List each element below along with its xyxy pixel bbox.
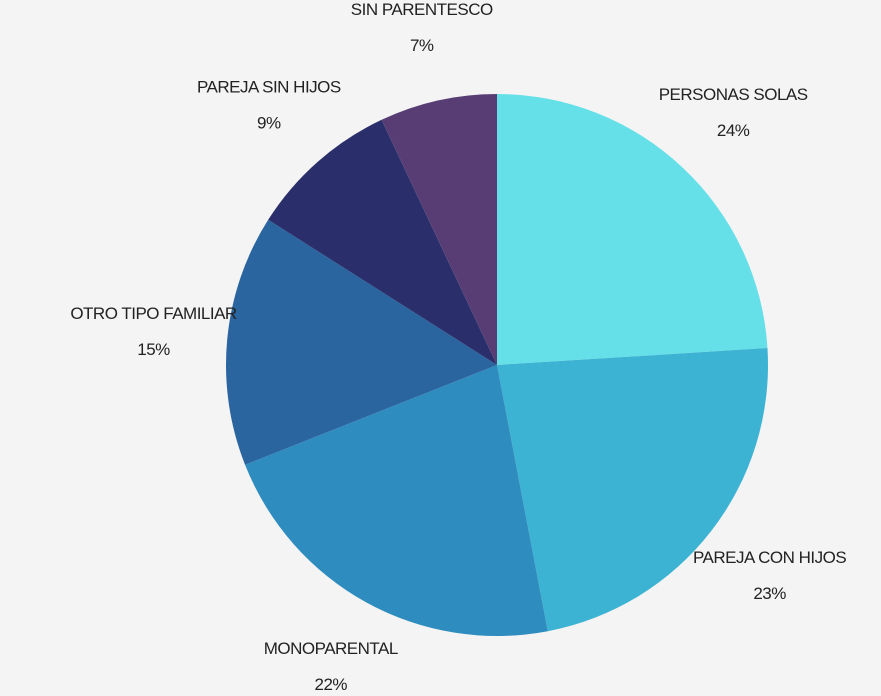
slice-label: SIN PARENTESCO bbox=[351, 0, 493, 19]
slice-value-label: 7% bbox=[410, 36, 434, 55]
slice-label: PAREJA CON HIJOS bbox=[693, 548, 846, 567]
slice-value-label: 24% bbox=[717, 121, 750, 140]
slice-label: PAREJA SIN HIJOS bbox=[197, 78, 341, 97]
slice-label: MONOPARENTAL bbox=[264, 639, 398, 658]
slice-value-label: 9% bbox=[257, 114, 281, 133]
slice-value-label: 15% bbox=[137, 340, 170, 359]
pie-slice bbox=[497, 94, 768, 365]
slice-value-label: 22% bbox=[315, 675, 348, 694]
pie-slice bbox=[245, 365, 548, 636]
slice-label: PERSONAS SOLAS bbox=[659, 85, 808, 104]
pie-slice bbox=[497, 347, 768, 632]
pie-slice bbox=[226, 219, 498, 465]
slice-value-label: 23% bbox=[753, 584, 786, 603]
pie-slice bbox=[268, 119, 497, 365]
pie-slice bbox=[381, 94, 497, 365]
slice-label: OTRO TIPO FAMILIAR bbox=[70, 304, 237, 323]
